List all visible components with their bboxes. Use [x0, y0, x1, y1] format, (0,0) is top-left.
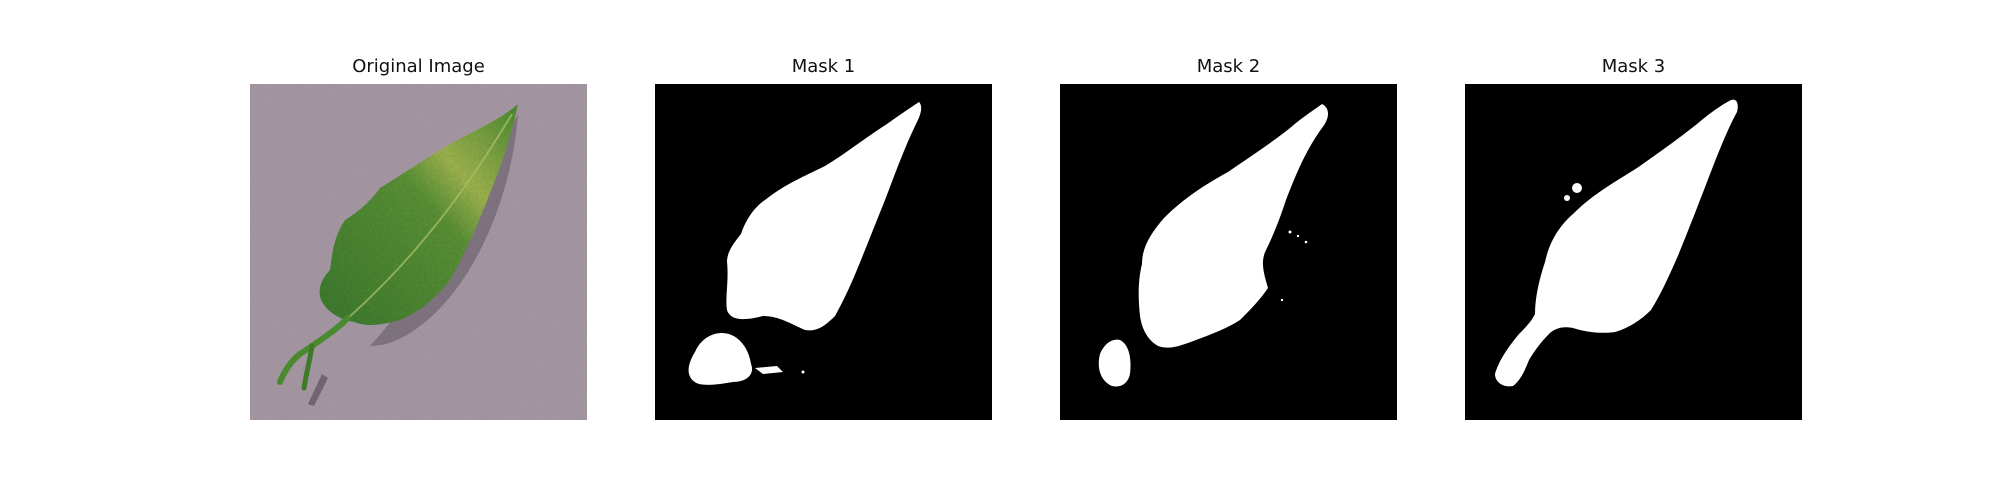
mask-speck: [1564, 195, 1570, 201]
stem-shadow: [308, 374, 328, 406]
mask-speck: [1296, 234, 1300, 238]
mask-speck: [1280, 298, 1284, 302]
panel-title: Original Image: [352, 56, 485, 77]
mask-region-speck: [801, 370, 805, 374]
mask-region-fragment: [755, 366, 783, 374]
mask-1-image: [655, 84, 992, 420]
mask-region-main: [1138, 104, 1328, 348]
mask-region-small: [688, 332, 753, 385]
mask-3-image: [1465, 84, 1802, 420]
mask-2-image: [1060, 84, 1397, 420]
mask-region-main: [726, 102, 922, 331]
panel-title: Mask 1: [791, 56, 856, 77]
panel-title: Mask 2: [1196, 56, 1261, 77]
leaf-midrib: [345, 113, 513, 321]
mask-region-small: [1098, 339, 1131, 387]
leaf-stem: [277, 315, 351, 385]
leaf-shadow: [370, 114, 518, 346]
panel-title: Mask 3: [1601, 56, 1666, 77]
original-leaf-image: [250, 84, 587, 420]
mask-speck: [1288, 230, 1292, 234]
mask-speck: [1304, 240, 1308, 244]
mask-region-main: [1495, 99, 1738, 387]
mask-speck: [1572, 183, 1582, 193]
leaf-stem-branch: [301, 343, 315, 391]
leaf-blade: [319, 104, 518, 326]
